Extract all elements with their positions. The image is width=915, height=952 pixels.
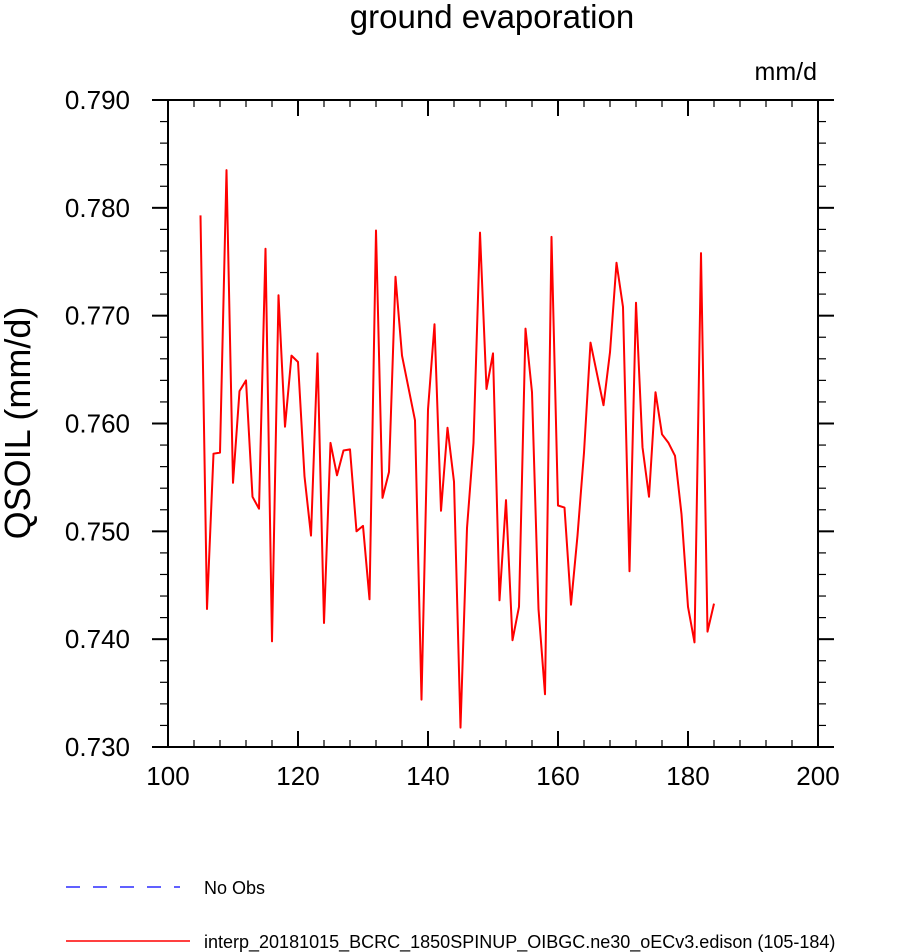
x-tick-label: 100: [146, 761, 189, 791]
plot-frame: [167, 99, 819, 748]
y-tick-label: 0.730: [65, 732, 130, 762]
legend-label-no-obs: No Obs: [204, 878, 265, 898]
y-axis-label: QSOIL (mm/d): [0, 307, 38, 540]
y-tick-label: 0.770: [65, 301, 130, 331]
y-tick-label: 0.790: [65, 85, 130, 115]
x-tick-label: 180: [666, 761, 709, 791]
legend: No Obs interp_20181015_BCRC_1850SPINUP_O…: [66, 878, 835, 952]
y-tick-label: 0.740: [65, 624, 130, 654]
series-group: [199, 169, 715, 729]
y-axis: 0.730 0.740 0.750 0.760 0.770 0.780 0.790: [65, 85, 834, 762]
x-axis: 100 120 140 160 180 200: [146, 100, 840, 791]
legend-label-series: interp_20181015_BCRC_1850SPINUP_OIBGC.ne…: [204, 932, 835, 952]
y-tick-label: 0.780: [65, 193, 130, 223]
x-tick-label: 120: [276, 761, 319, 791]
units-label: mm/d: [755, 58, 818, 86]
x-tick-label: 200: [796, 761, 839, 791]
chart-title: ground evaporation: [350, 0, 634, 35]
y-tick-label: 0.760: [65, 409, 130, 439]
x-tick-label: 160: [536, 761, 579, 791]
y-tick-label: 0.750: [65, 516, 130, 546]
series-line: [199, 169, 715, 729]
x-tick-label: 140: [406, 761, 449, 791]
